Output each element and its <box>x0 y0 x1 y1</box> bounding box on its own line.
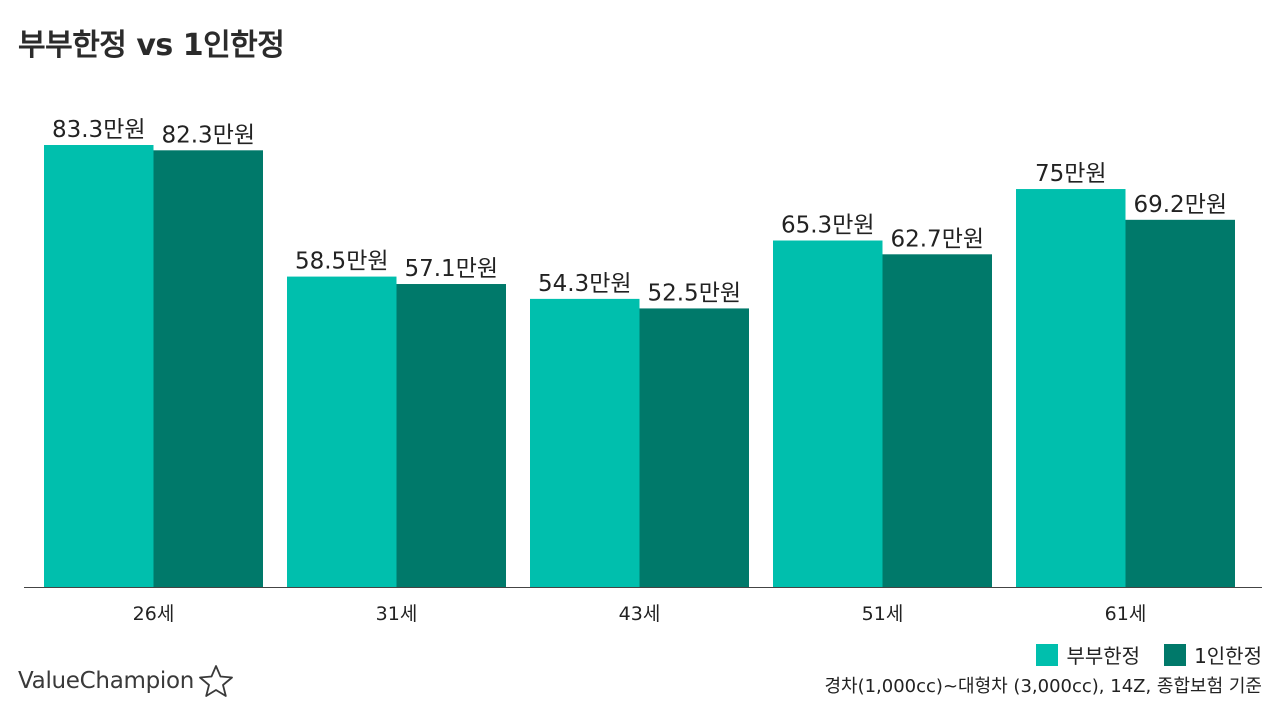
data-label: 75만원 <box>1035 161 1107 187</box>
data-label: 65.3만원 <box>781 213 875 239</box>
x-tick-label: 43세 <box>619 603 661 625</box>
data-label: 83.3만원 <box>52 117 146 143</box>
bar-series-1 <box>44 145 154 587</box>
chart-title: 부부한정 vs 1인한정 <box>18 28 285 63</box>
star-outline-icon <box>199 665 233 697</box>
legend-label: 부부한정 <box>1066 644 1141 668</box>
bar-series-2 <box>639 308 749 587</box>
data-label: 69.2만원 <box>1133 192 1227 218</box>
bar-series-1 <box>287 276 397 587</box>
logo: ValueChampion <box>18 664 234 698</box>
legend-swatch <box>1036 643 1059 666</box>
bar-series-2 <box>882 254 992 587</box>
bar-series-1 <box>530 298 640 587</box>
data-label: 62.7만원 <box>890 226 984 252</box>
data-label: 58.5만원 <box>295 249 389 275</box>
data-label: 57.1만원 <box>404 256 498 282</box>
bar-series-2 <box>396 284 506 587</box>
bar-series-2 <box>153 150 263 587</box>
x-tick-label: 61세 <box>1105 603 1147 625</box>
data-label: 52.5만원 <box>647 280 741 306</box>
legend-item-series-1: 부부한정 <box>1036 640 1140 669</box>
bar-series-2 <box>1125 219 1235 587</box>
data-label: 82.3만원 <box>161 122 255 148</box>
x-tick-label: 51세 <box>862 603 904 625</box>
legend-item-series-2: 1인한정 <box>1164 640 1262 669</box>
logo-text: ValueChampion <box>18 668 195 694</box>
bar-series-1 <box>773 240 883 588</box>
legend: 부부한정 1인한정 <box>1036 640 1262 669</box>
footnote: 경차(1,000cc)~대형차 (3,000cc), 14Z, 종합보험 기준 <box>824 676 1262 697</box>
legend-swatch <box>1164 643 1187 666</box>
bar-series-1 <box>1016 189 1126 587</box>
legend-label: 1인한정 <box>1194 644 1262 668</box>
data-label: 54.3만원 <box>538 271 632 297</box>
x-tick-label: 31세 <box>376 603 418 625</box>
x-tick-label: 26세 <box>133 603 175 625</box>
